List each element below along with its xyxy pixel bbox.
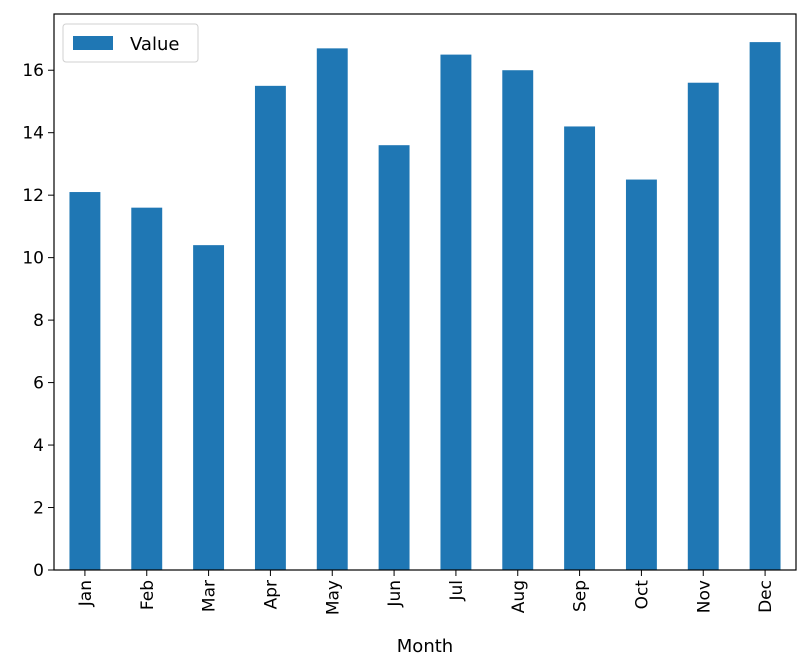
x-tick-label-aug: Aug	[509, 580, 529, 613]
y-tick-label: 12	[22, 186, 44, 206]
bar-mar	[193, 245, 225, 571]
x-tick-label-jul: Jul	[447, 580, 467, 602]
x-tick-label-may: May	[323, 580, 343, 615]
legend-box	[62, 23, 199, 63]
bar-aug	[502, 70, 534, 570]
bar-feb	[131, 207, 163, 571]
x-tick-label-jan: Jan	[76, 580, 96, 607]
y-axis-ticks: 0 2 4 6 8 10 12 14 16	[22, 61, 54, 581]
x-tick-label-dec: Dec	[756, 580, 776, 613]
y-tick-label: 4	[33, 436, 44, 456]
x-tick-label-sep: Sep	[571, 580, 591, 612]
bar-apr	[254, 85, 286, 570]
x-axis-title: Month	[397, 636, 453, 657]
y-tick-label: 10	[22, 249, 44, 269]
x-tick-label-mar: Mar	[200, 580, 220, 612]
y-tick-label: 16	[22, 61, 44, 81]
bar-may	[316, 48, 348, 570]
x-tick-label-feb: Feb	[138, 580, 158, 610]
legend: Value	[62, 23, 199, 63]
y-tick-label: 0	[33, 561, 44, 581]
x-tick-label-oct: Oct	[632, 580, 652, 610]
y-tick-label: 6	[33, 374, 44, 394]
x-tick-label-jun: Jun	[385, 580, 405, 608]
y-tick-label: 2	[33, 499, 44, 519]
bar-jan	[69, 192, 101, 571]
legend-swatch	[73, 36, 113, 50]
legend-label: Value	[130, 34, 179, 55]
x-tick-label-nov: Nov	[694, 580, 714, 613]
bar-jul	[440, 54, 472, 570]
bar-jun	[378, 145, 410, 570]
bar-series	[69, 42, 781, 571]
x-tick-label-apr: Apr	[261, 580, 281, 609]
x-axis-ticks: Jan Feb Mar Apr May Jun Jul Aug Sep Oct Nov Dec	[76, 570, 776, 615]
bar-dec	[749, 42, 781, 570]
bar-nov	[687, 82, 719, 570]
plot-area-frame	[53, 13, 797, 571]
bar-oct	[625, 179, 657, 570]
y-tick-label: 8	[33, 311, 44, 331]
y-tick-label: 14	[22, 124, 44, 144]
bar-sep	[564, 126, 596, 571]
